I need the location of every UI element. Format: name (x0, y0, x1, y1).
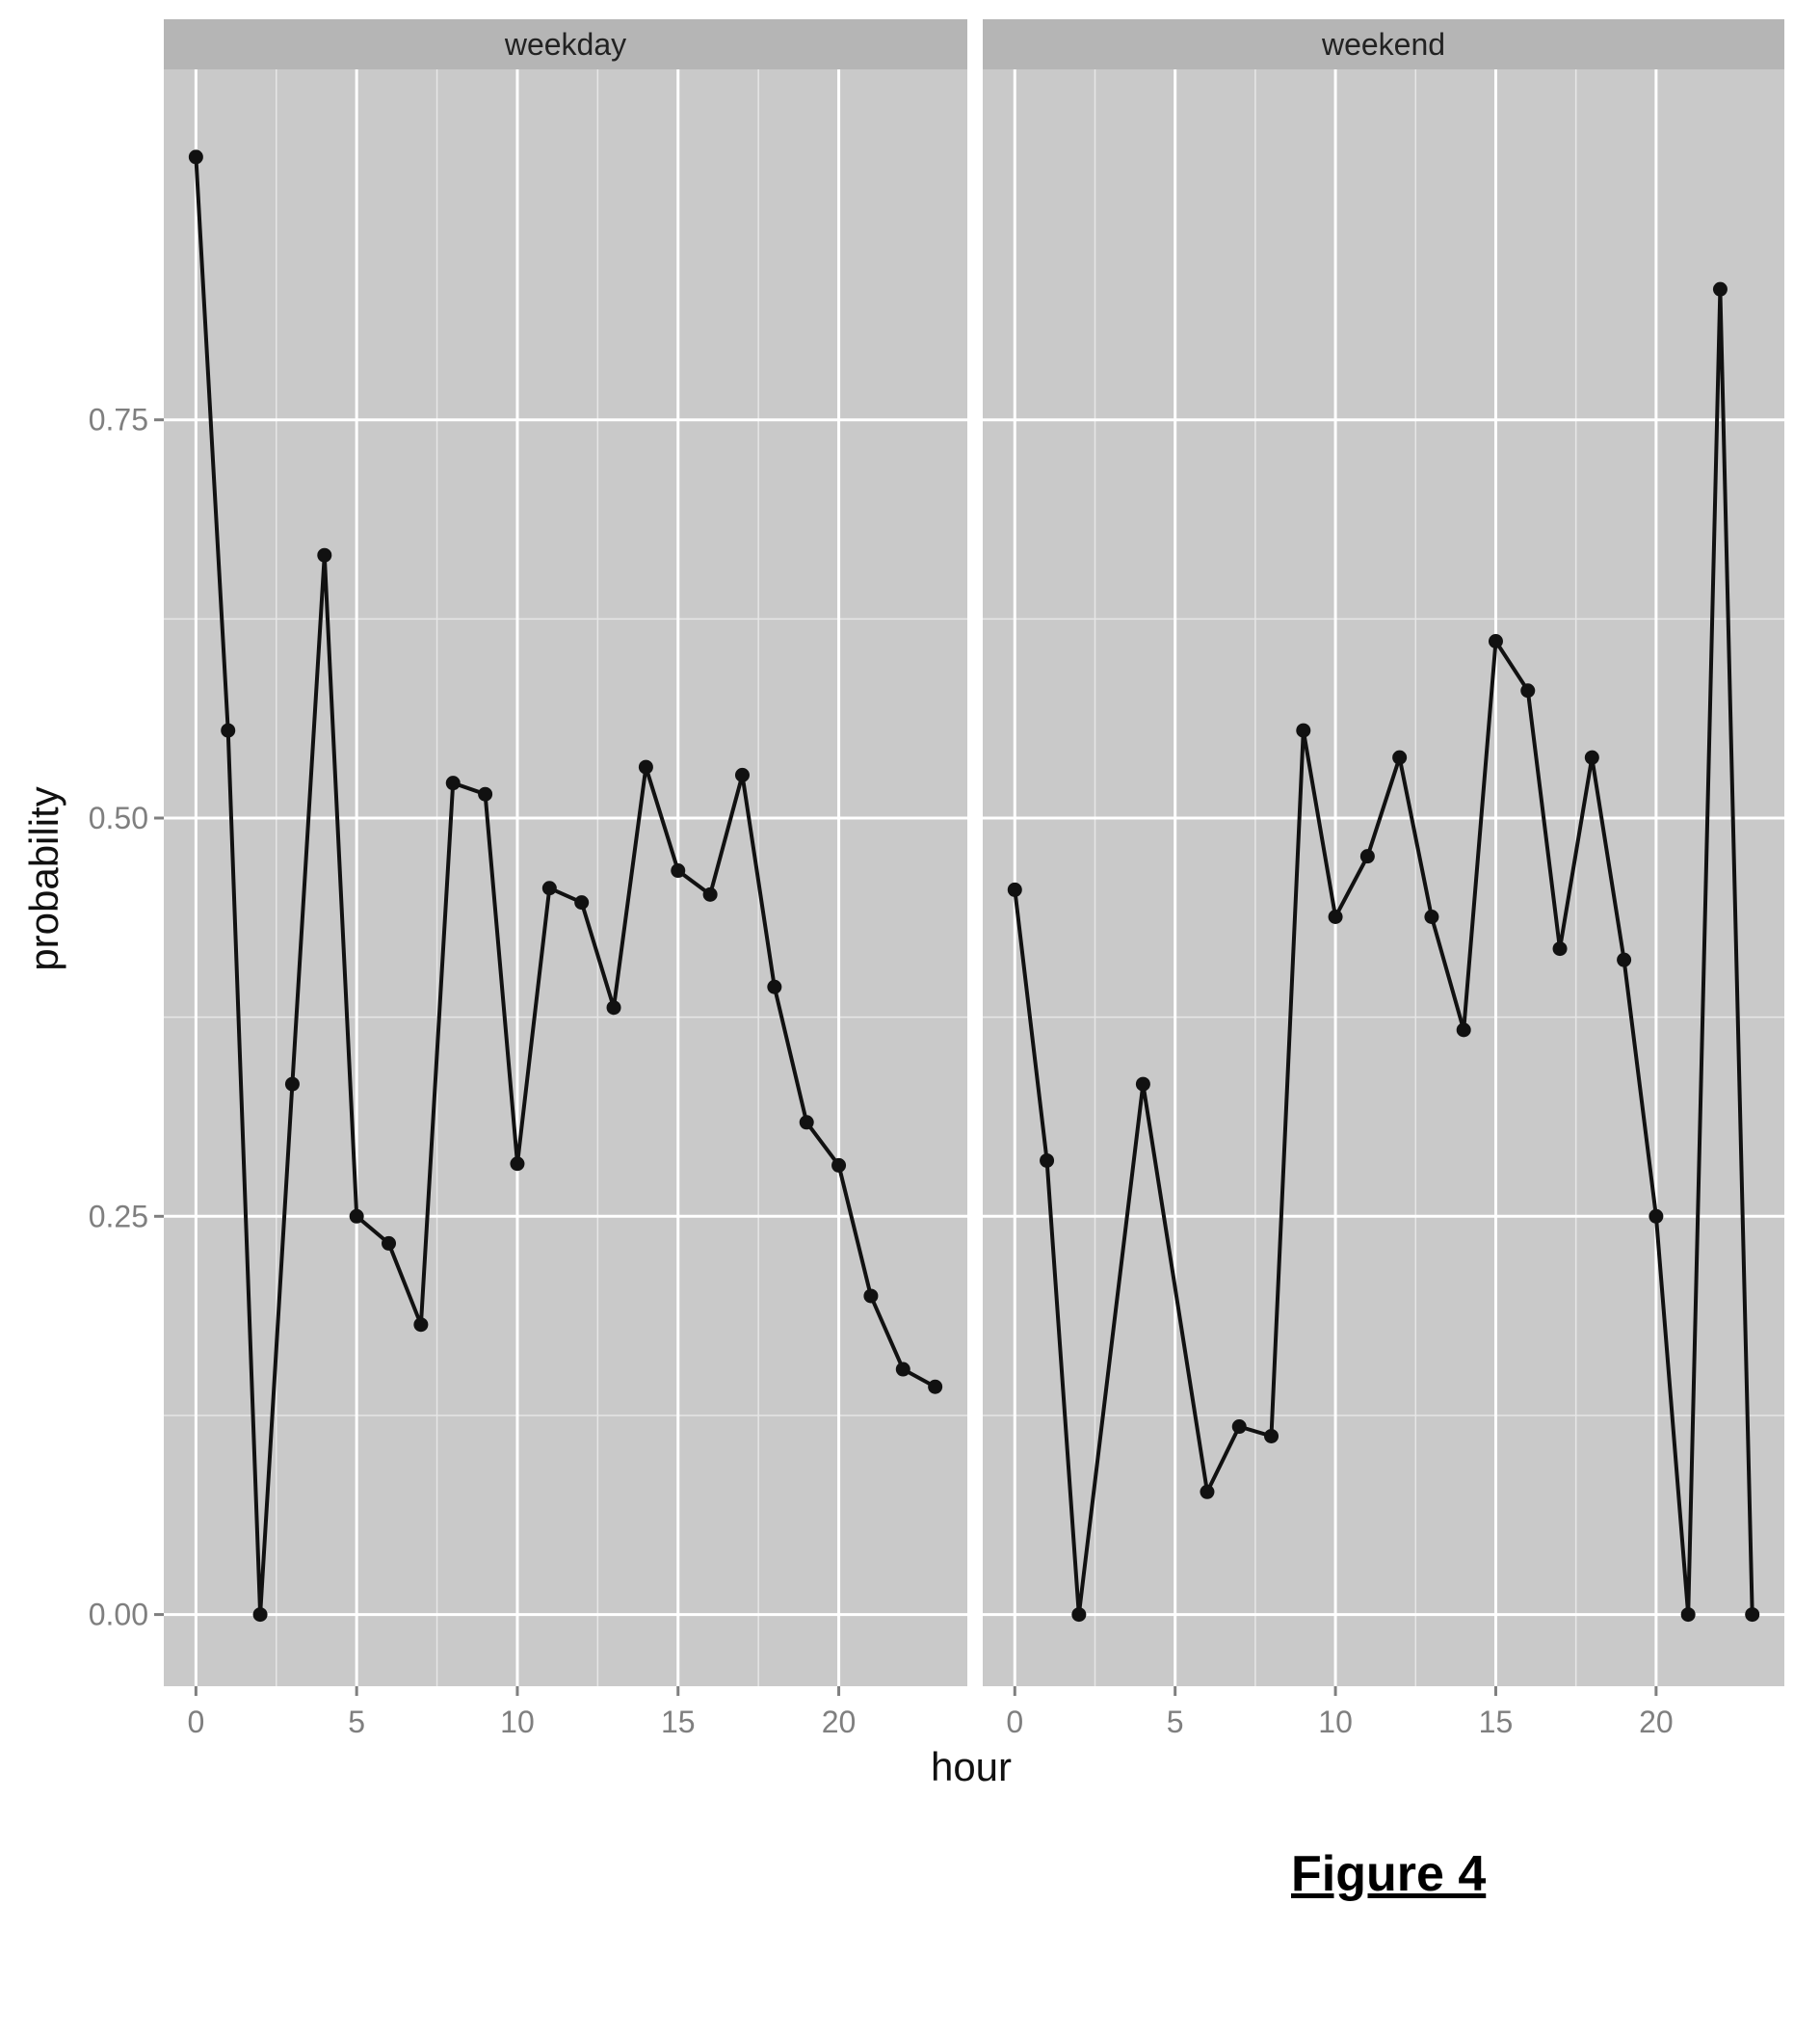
data-point (317, 547, 332, 563)
data-point (1392, 750, 1408, 765)
facet-strip-background (164, 19, 967, 69)
data-point (1296, 723, 1311, 738)
data-point (928, 1379, 943, 1394)
data-point (349, 1208, 364, 1224)
data-point (221, 723, 236, 738)
x-tick-label: 10 (500, 1705, 535, 1739)
data-point (799, 1115, 814, 1130)
facet-strip-label: weekend (1321, 27, 1445, 62)
data-point (767, 979, 782, 994)
data-point (895, 1362, 910, 1377)
data-point (1680, 1607, 1696, 1623)
data-point (831, 1157, 847, 1173)
data-point (1424, 910, 1439, 925)
data-point (1200, 1484, 1215, 1499)
data-point (1520, 683, 1536, 699)
chart-panels: weekday weekend (164, 19, 1784, 1686)
series-line-weekday (194, 156, 936, 1617)
facet-strip-label: weekday (504, 27, 626, 62)
x-tick-label: 5 (1167, 1705, 1184, 1739)
data-point (574, 895, 590, 911)
data-point (382, 1235, 397, 1251)
data-point (445, 776, 461, 791)
y-tick-label: 0.75 (89, 403, 148, 437)
y-tick-label: 0.25 (89, 1199, 148, 1233)
facet-panel-weekday: weekday (164, 19, 967, 1686)
y-tick-label: 0.00 (89, 1598, 148, 1632)
data-point (1328, 910, 1343, 925)
series-line-weekend (1013, 287, 1754, 1617)
data-point (1745, 1607, 1760, 1623)
data-point (1488, 633, 1503, 648)
data-point (1712, 281, 1728, 297)
data-point (638, 759, 653, 775)
data-point (478, 786, 493, 802)
data-point (671, 863, 686, 879)
x-tick-label: 0 (187, 1705, 204, 1739)
x-tick-label: 20 (1639, 1705, 1674, 1739)
y-tick-label: 0.50 (89, 801, 148, 835)
y-axis-title: probability (21, 786, 66, 970)
data-point (1231, 1419, 1247, 1435)
x-tick-label: 20 (822, 1705, 857, 1739)
data-point (1584, 750, 1599, 765)
x-tick-label: 10 (1318, 1705, 1353, 1739)
data-point (1456, 1022, 1471, 1038)
data-point (252, 1607, 268, 1623)
facet-strip-background (983, 19, 1784, 69)
plot-panel-background (983, 69, 1784, 1686)
x-tick-label: 15 (1479, 1705, 1514, 1739)
data-point (734, 767, 750, 782)
data-point (606, 1000, 621, 1016)
data-point (1649, 1208, 1664, 1224)
data-point (510, 1156, 525, 1172)
data-point (1135, 1076, 1150, 1092)
data-point (541, 881, 557, 896)
data-point (188, 149, 203, 165)
figure-caption: Figure 4 (1291, 1846, 1487, 1902)
data-point (413, 1317, 429, 1333)
data-point (1007, 882, 1022, 897)
data-point (702, 886, 718, 902)
facet-panel-weekend: weekend (983, 19, 1784, 1686)
data-point (1264, 1428, 1279, 1443)
x-tick-label: 15 (661, 1705, 696, 1739)
data-point (1552, 941, 1568, 957)
plot-panel-background (164, 69, 967, 1686)
x-tick-label: 5 (348, 1705, 365, 1739)
data-point (1359, 849, 1375, 864)
data-point (284, 1076, 300, 1092)
x-axis: 0 5 10 15 20 0 5 10 15 20 (187, 1686, 1674, 1739)
data-point (1617, 952, 1632, 967)
x-axis-title: hour (931, 1744, 1012, 1789)
y-axis: 0.00 0.25 0.50 0.75 (89, 403, 164, 1632)
x-tick-label: 0 (1006, 1705, 1023, 1739)
data-point (863, 1288, 879, 1304)
data-point (1040, 1152, 1055, 1168)
data-point (1071, 1607, 1087, 1623)
